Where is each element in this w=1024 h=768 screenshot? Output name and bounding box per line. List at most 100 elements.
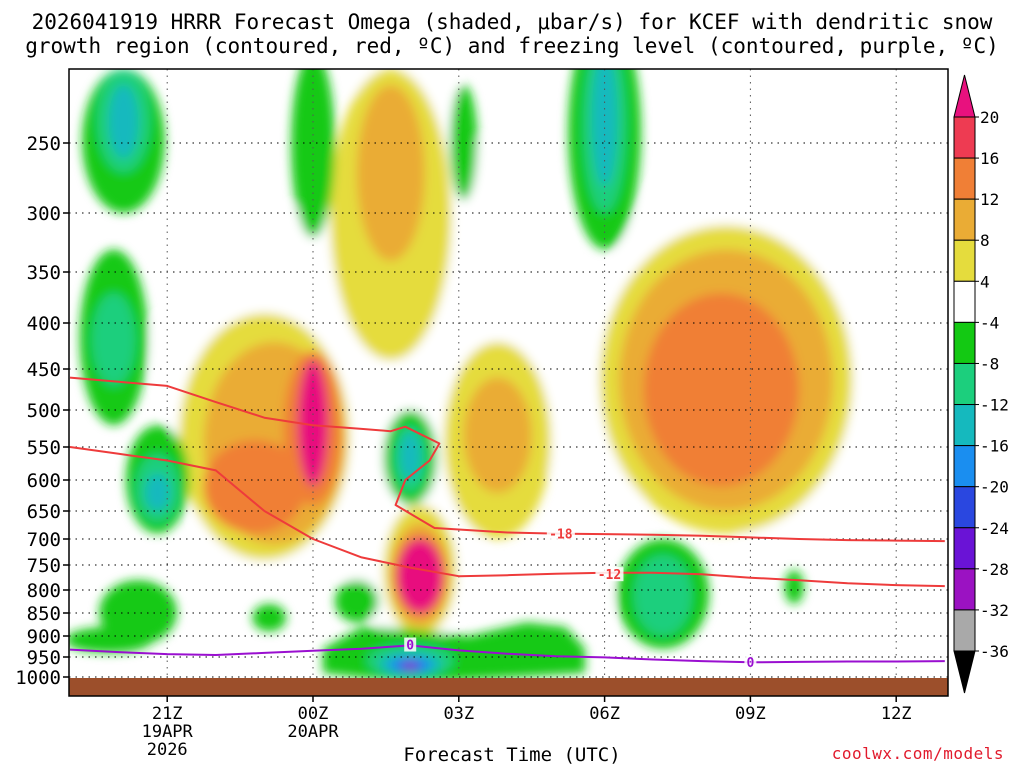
omega-band-16-to-20 xyxy=(643,293,799,487)
omega-band-minus-4 xyxy=(252,603,287,632)
contour-label-bg xyxy=(404,637,417,652)
omega-band-minus-12 xyxy=(108,85,139,159)
colorbar-band xyxy=(953,527,976,570)
omega-band-minus-4 xyxy=(784,570,804,604)
omega-band-minus-12 xyxy=(400,432,420,480)
contour-dendritic--12 xyxy=(69,446,945,588)
omega-band-minus-12 xyxy=(145,473,170,511)
y-tick-label: 800 xyxy=(27,580,61,602)
omega-band-minus-4 xyxy=(334,580,379,623)
colorbar-band xyxy=(953,321,976,364)
colorbar-label: -28 xyxy=(980,560,1009,579)
colorbar: 20 16 12 8 4 -4 -8 -12 -16 -20 -24 -28 -32 -36 xyxy=(953,74,1009,694)
contour-label-bg xyxy=(546,526,575,541)
y-tick-label: 650 xyxy=(27,501,61,523)
omega-band-4-to-8 xyxy=(930,599,948,636)
colorbar-label: 16 xyxy=(980,149,999,168)
colorbar-label: 12 xyxy=(980,190,999,209)
x-tick-label: 03Z xyxy=(443,704,474,724)
plot-frame xyxy=(68,68,949,697)
y-tick-label: 500 xyxy=(27,400,61,422)
omega-band-minus-4 xyxy=(450,85,478,200)
x-tick-label: 12Z xyxy=(881,704,912,724)
y-axis: 2503003504004505005506006507007508008509… xyxy=(15,133,69,689)
colorbar-label: 20 xyxy=(980,108,999,127)
colorbar-over-triangle xyxy=(953,74,976,118)
omega-shaded-field xyxy=(69,69,948,684)
contours: -18 -12 0 0 xyxy=(69,376,945,671)
colorbar-band xyxy=(953,445,976,488)
x-axis-label: Forecast Time (UTC) xyxy=(403,744,621,766)
y-tick-label: 400 xyxy=(27,313,61,335)
colorbar-under-triangle xyxy=(953,650,976,694)
y-tick-label: 350 xyxy=(27,262,61,284)
x-tick-sublabel: 20APR xyxy=(287,722,339,742)
y-tick-label: 1000 xyxy=(15,667,61,689)
chart-title-line-1: 2026041919 HRRR Forecast Omega (shaded, … xyxy=(31,10,993,34)
omega-band-minus-28 xyxy=(402,663,418,670)
y-tick-label: 550 xyxy=(27,437,61,459)
y-tick-label: 700 xyxy=(27,529,61,551)
omega-bands xyxy=(69,69,948,684)
colorbar-label: 8 xyxy=(980,231,990,250)
contour-dendritic--18 xyxy=(69,376,945,543)
omega-band-16-to-20 xyxy=(203,439,306,534)
omega-band-4-to-8 xyxy=(597,570,612,627)
omega-band-minus-4 xyxy=(291,69,335,238)
y-tick-label: 300 xyxy=(27,203,61,225)
omega-band-minus-8 xyxy=(91,293,136,386)
y-tick-label: 450 xyxy=(27,359,61,381)
omega-band-4-to-8 xyxy=(497,69,508,130)
contour-freezing-level-0 xyxy=(69,644,945,664)
x-tick-sublabel: 19APR xyxy=(142,722,194,742)
omega-band-minus-8 xyxy=(633,554,693,636)
omega-band-12-to-16 xyxy=(356,85,425,261)
x-tick-label: 06Z xyxy=(589,704,620,724)
y-tick-label: 900 xyxy=(27,626,61,648)
x-tick-sublabel: 2026 xyxy=(147,740,188,760)
y-tick-label: 750 xyxy=(27,555,61,577)
colorbar-label: -20 xyxy=(980,478,1009,497)
colorbar-band xyxy=(953,239,976,282)
omega-band-minus-4 xyxy=(69,626,153,653)
colorbar-band xyxy=(953,486,976,529)
y-tick-label: 950 xyxy=(27,647,61,669)
colorbar-band xyxy=(953,568,976,611)
omega-band-over-20 xyxy=(396,539,444,613)
contour-label: 0 xyxy=(746,656,754,671)
omega-band-minus-12 xyxy=(592,69,617,187)
colorbar-label: -16 xyxy=(980,437,1009,456)
gridlines xyxy=(69,69,948,696)
colorbar-band xyxy=(953,609,976,652)
omega-band-4-to-8 xyxy=(837,644,858,662)
colorbar-band xyxy=(953,116,976,159)
colorbar-label: -32 xyxy=(980,601,1009,620)
colorbar-band xyxy=(953,157,976,200)
y-tick-label: 250 xyxy=(27,133,61,155)
colorbar-band xyxy=(953,280,976,323)
ground-terrain xyxy=(69,678,948,696)
colorbar-label: -36 xyxy=(980,642,1009,661)
colorbar-label: -8 xyxy=(980,354,999,373)
colorbar-label: -24 xyxy=(980,519,1009,538)
x-tick-label: 21Z xyxy=(152,704,183,724)
contour-label: 0 xyxy=(406,639,414,654)
colorbar-band xyxy=(953,198,976,241)
x-tick-label: 00Z xyxy=(298,704,329,724)
ground-fill xyxy=(69,678,948,696)
credit-link[interactable]: coolwx.com/models xyxy=(831,744,1004,763)
contour-label-bg xyxy=(744,654,757,669)
colorbar-label: -12 xyxy=(980,396,1009,415)
colorbar-label: 4 xyxy=(980,272,990,291)
y-tick-label: 600 xyxy=(27,470,61,492)
colorbar-band xyxy=(953,404,976,447)
omega-band-4-to-8 xyxy=(209,186,222,250)
contour-label-bg xyxy=(595,567,624,582)
chart-title-line-2: growth region (contoured, red, ºC) and f… xyxy=(25,34,999,58)
contour-label: -18 xyxy=(549,528,573,543)
contour-label: -12 xyxy=(598,568,621,583)
omega-band-minus-4 xyxy=(322,622,586,684)
colorbar-label: -4 xyxy=(980,313,999,332)
